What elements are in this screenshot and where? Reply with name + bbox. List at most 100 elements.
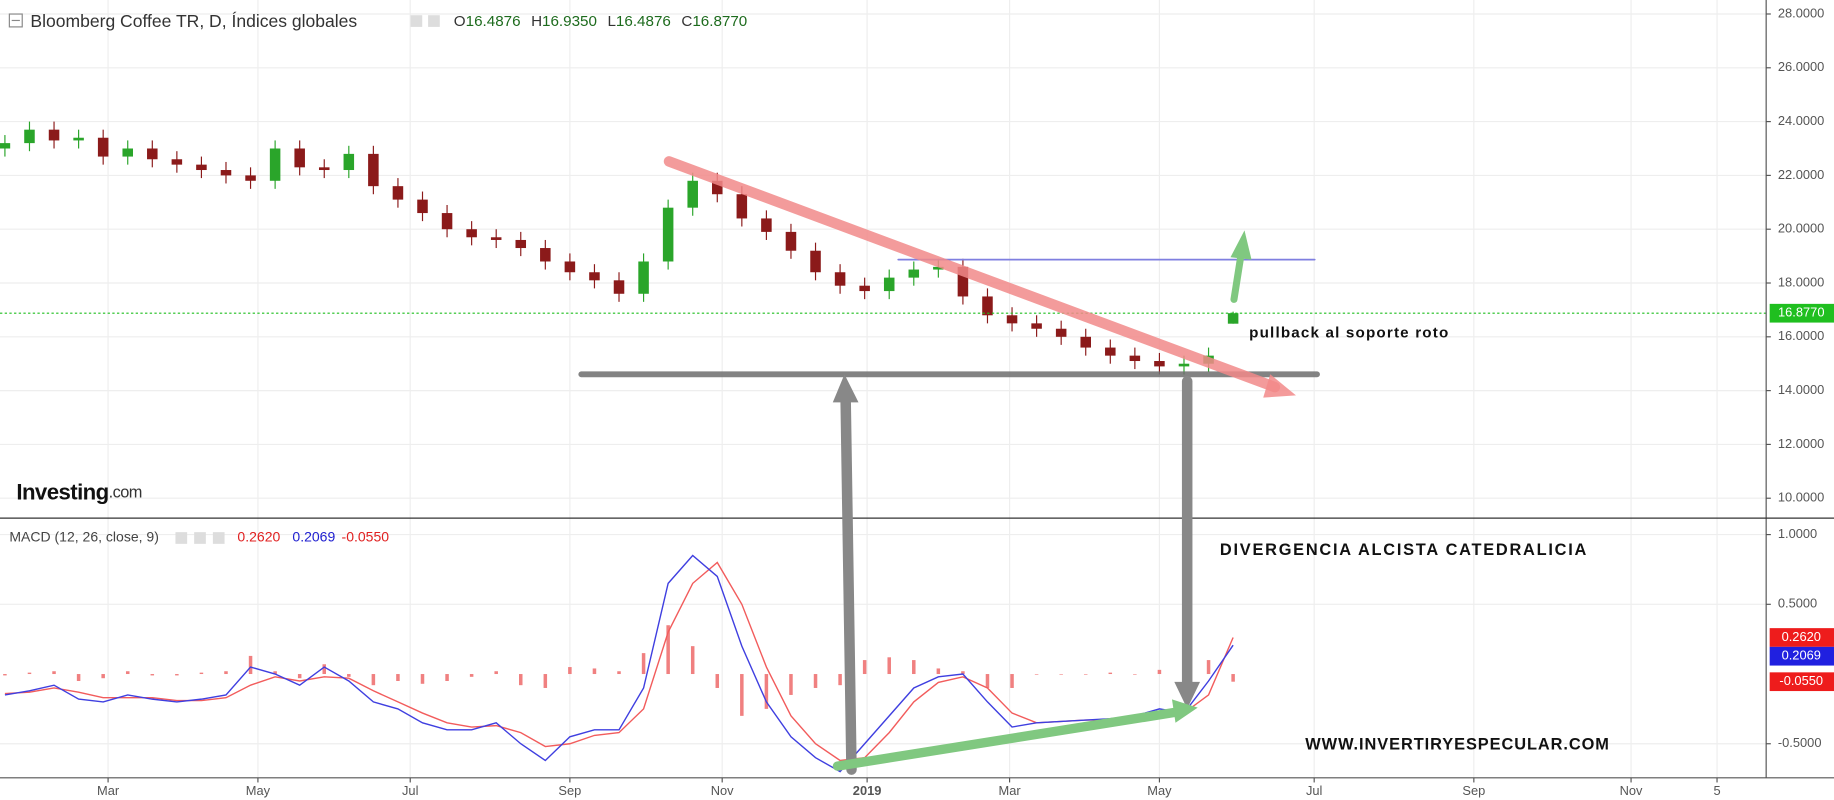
logo-suffix: .com — [109, 484, 142, 502]
collapse-icon[interactable] — [8, 13, 23, 28]
candle-body — [1080, 336, 1091, 348]
candle-body — [294, 148, 305, 168]
candle-body — [638, 261, 649, 294]
settings-icon[interactable] — [428, 15, 440, 27]
macd-divergence-arrow — [832, 707, 1181, 771]
histogram-bar — [224, 671, 228, 675]
y-tick-label: 0.5000 — [1778, 596, 1817, 611]
candle-body — [834, 272, 846, 286]
histogram-bar — [1010, 674, 1014, 688]
candle-body — [1055, 328, 1067, 337]
histogram-bar — [715, 674, 720, 688]
candle-body — [24, 129, 35, 144]
candle-body — [1129, 355, 1141, 362]
logo: Investing.com — [16, 479, 141, 504]
y-tick-label: 22.0000 — [1778, 167, 1824, 182]
settings-icon[interactable] — [410, 15, 423, 27]
candle-body — [908, 269, 920, 278]
x-tick-label: Mar — [999, 783, 1022, 798]
histogram-bar — [1083, 674, 1088, 675]
value-tag — [1769, 672, 1834, 692]
candle-body — [687, 180, 698, 208]
histogram-bar — [1206, 660, 1211, 675]
settings-icon[interactable] — [175, 532, 188, 544]
divergence-arrow-head — [832, 374, 859, 403]
candle-body — [564, 261, 576, 273]
y-tick-label: 14.0000 — [1778, 382, 1824, 397]
histogram-bar — [494, 671, 498, 675]
histogram-bar — [347, 674, 351, 677]
histogram-bar — [1133, 674, 1137, 675]
histogram-bar — [690, 646, 695, 675]
histogram-bar — [52, 671, 56, 675]
annotations — [578, 156, 1320, 775]
x-tick-label: Nov — [1620, 783, 1643, 798]
trend-arrow-head — [1263, 374, 1296, 398]
x-tick-label: Mar — [97, 783, 120, 798]
histogram-bar — [396, 674, 400, 682]
histogram-bar — [420, 674, 425, 684]
histogram-bar — [445, 674, 449, 682]
y-tick-label: 12.0000 — [1778, 436, 1824, 451]
candle-body — [883, 277, 895, 292]
candle-body — [1105, 347, 1116, 356]
histogram-bar — [519, 674, 523, 686]
up-arrow — [1230, 251, 1245, 303]
histogram-bar — [27, 672, 32, 675]
x-tick-label: Sep — [558, 783, 581, 798]
candle-body — [318, 167, 330, 171]
y-tick-label: 1.0000 — [1778, 526, 1817, 541]
histogram-bar — [887, 657, 891, 675]
ohlc-value: 16.4876 — [466, 13, 521, 30]
histogram-bar — [371, 674, 376, 686]
settings-icon[interactable] — [212, 532, 225, 544]
histogram-bar — [175, 674, 179, 676]
histogram-bar — [1034, 674, 1039, 675]
histogram-bar — [322, 664, 327, 675]
candle-body — [97, 137, 109, 157]
y-tick-label: 24.0000 — [1778, 113, 1824, 128]
candle-body — [245, 175, 256, 181]
candle-body — [171, 159, 183, 165]
candle-body — [810, 250, 821, 273]
settings-icon[interactable] — [194, 532, 206, 544]
y-tick-label: 16.0000 — [1778, 328, 1824, 343]
ohlc-prefix: C — [681, 13, 692, 30]
x-tick-label: May — [1147, 783, 1172, 798]
candle-body — [147, 148, 158, 160]
candle-body — [957, 266, 969, 297]
annotation: WWW.INVERTIRYESPECULAR.COM — [1305, 735, 1610, 753]
x-tick-label: May — [246, 783, 271, 798]
histogram-bar — [813, 674, 818, 688]
histogram-bar — [740, 674, 744, 716]
candle-body — [859, 285, 870, 292]
candle-body — [785, 231, 797, 251]
marks — [0, 121, 1767, 773]
histogram-bar — [3, 674, 7, 676]
histogram-bar — [1059, 674, 1063, 675]
histogram-bar — [150, 674, 155, 676]
candle-body — [933, 266, 944, 270]
x-tick-label: Jul — [1306, 783, 1322, 798]
histogram-bar — [248, 655, 253, 675]
candle-body — [73, 137, 84, 141]
histogram-bar — [101, 674, 105, 679]
macd-legend: MACD (12, 26, close, 9) — [9, 529, 159, 545]
candle-body — [982, 296, 993, 316]
macd-legend-value: 0.2069 — [292, 529, 335, 545]
histogram-bar — [912, 660, 916, 675]
y-tick-label: 18.0000 — [1778, 274, 1824, 289]
ohlc-value: 16.8770 — [692, 13, 747, 30]
divergence-arrow — [840, 394, 857, 775]
histogram-bar — [1231, 674, 1235, 682]
value-tag — [1769, 628, 1834, 647]
up-arrow-head — [1230, 230, 1252, 260]
value-tag-label: 0.2069 — [1782, 648, 1821, 663]
y-tick-label: 10.0000 — [1778, 490, 1824, 505]
histogram-bar — [764, 674, 769, 709]
candle-body — [196, 164, 207, 171]
macd-legend-value: -0.0550 — [342, 529, 390, 545]
ohlc-prefix: H — [531, 13, 542, 30]
value-tag — [1769, 646, 1834, 666]
